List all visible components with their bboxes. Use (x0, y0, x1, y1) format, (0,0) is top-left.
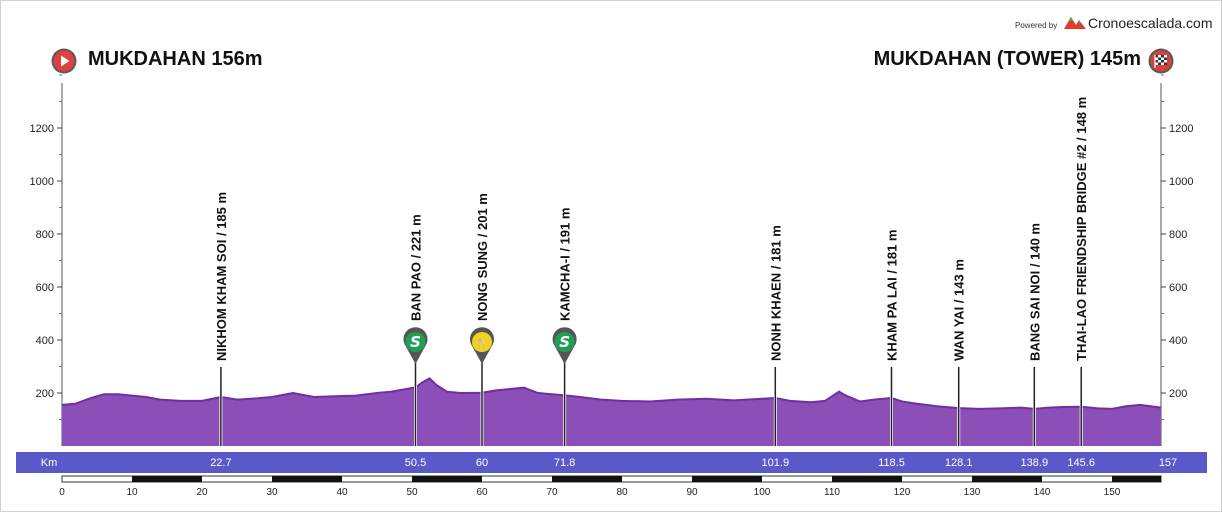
x-tick-label: 70 (546, 487, 558, 498)
x-tick-label: 110 (824, 487, 840, 498)
scale-bar-segment (692, 476, 762, 482)
waypoint-label: KAMCHA-I / 191 m (558, 208, 573, 321)
play-icon (51, 48, 77, 74)
sprint-marker-glyph: S (410, 333, 421, 351)
waypoint-label: NONG SUNG / 201 m (475, 193, 490, 321)
x-tick-label: 60 (476, 487, 488, 498)
y-tick-label-right: 400 (1169, 335, 1187, 347)
km-band-value: 60 (476, 457, 488, 469)
km-band (16, 452, 1207, 473)
elevation-area (62, 378, 1161, 446)
y-tick-label-left: 400 (36, 335, 54, 347)
powered-by-label: Powered by (1015, 21, 1058, 30)
y-tick-label-right: 800 (1169, 229, 1187, 241)
waypoint-label: KHAM PA LAI / 181 m (885, 230, 900, 361)
x-tick-label: 0 (59, 487, 65, 498)
waypoint-label: BAN PAO / 221 m (409, 214, 424, 321)
start-title: MUKDAHAN 156m (88, 48, 263, 70)
x-tick-label: 140 (1034, 487, 1051, 498)
sprint-marker-glyph: S (559, 333, 570, 351)
km-band-value: 50.5 (405, 457, 426, 469)
elevation-line (61, 377, 1162, 410)
y-tick-label-left: 1200 (30, 123, 54, 135)
y-tick-label-left: 1000 (30, 176, 54, 188)
x-tick-label: 90 (686, 487, 698, 498)
y-tick-label-left: 200 (36, 388, 54, 400)
scale-bar-segment (272, 476, 342, 482)
waypoint-label: NONH KHAEN / 181 m (768, 225, 783, 361)
waypoint-label: BANG SAI NOI / 140 m (1027, 223, 1042, 361)
km-band-value: 128.1 (945, 457, 973, 469)
scale-bar-segment (132, 476, 202, 482)
feed-marker-icon (472, 332, 492, 352)
sprint-marker-icon (405, 332, 426, 352)
km-band-value: 138.9 (1021, 457, 1049, 469)
waypoint-label: WAN YAI / 143 m (952, 259, 967, 361)
km-band-label: Km (41, 457, 58, 469)
sprint-marker-icon (554, 332, 575, 352)
brand-link[interactable]: Cronoescalada.com (1088, 15, 1213, 31)
x-tick-label: 150 (1104, 487, 1121, 498)
y-tick-label-right: 600 (1169, 282, 1187, 294)
scale-bar-segment (412, 476, 482, 482)
y-tick-label-right: 200 (1169, 388, 1187, 400)
scale-bar-segment (1112, 476, 1161, 482)
km-band-value: 22.7 (210, 457, 231, 469)
km-band-value: 71.8 (554, 457, 575, 469)
scale-bar-segment (972, 476, 1042, 482)
scale-bar-segment (552, 476, 622, 482)
y-tick-label-left: 800 (36, 229, 54, 241)
km-band-value: 157 (1159, 457, 1177, 469)
y-tick-label-left: 600 (36, 282, 54, 294)
km-band-value: 145.6 (1067, 457, 1095, 469)
x-tick-label: 40 (336, 487, 348, 498)
x-tick-label: 120 (894, 487, 911, 498)
x-tick-label: 80 (616, 487, 628, 498)
finish-title: MUKDAHAN (TOWER) 145m (873, 48, 1141, 70)
scale-bar-segment (832, 476, 902, 482)
km-band-value: 118.5 (878, 457, 905, 469)
x-tick-label: 30 (266, 487, 278, 498)
waypoint-label: THAI-LAO FRIENDSHIP BRIDGE #2 / 148 m (1074, 97, 1089, 361)
checkered-flag-icon (1148, 48, 1174, 74)
mountain-logo-icon (1064, 17, 1086, 29)
x-tick-label: 20 (196, 487, 208, 498)
x-tick-label: 100 (754, 487, 771, 498)
feed-marker-glyph: 🍴 (475, 337, 489, 350)
km-band-value: 101.9 (762, 457, 790, 469)
y-tick-label-right: 1000 (1169, 176, 1193, 188)
x-tick-label: 50 (406, 487, 418, 498)
waypoint-label: NIKHOM KHAM SOI / 185 m (214, 192, 229, 361)
x-tick-label: 10 (126, 487, 138, 498)
x-tick-label: 130 (964, 487, 981, 498)
y-tick-label-right: 1200 (1169, 123, 1193, 135)
